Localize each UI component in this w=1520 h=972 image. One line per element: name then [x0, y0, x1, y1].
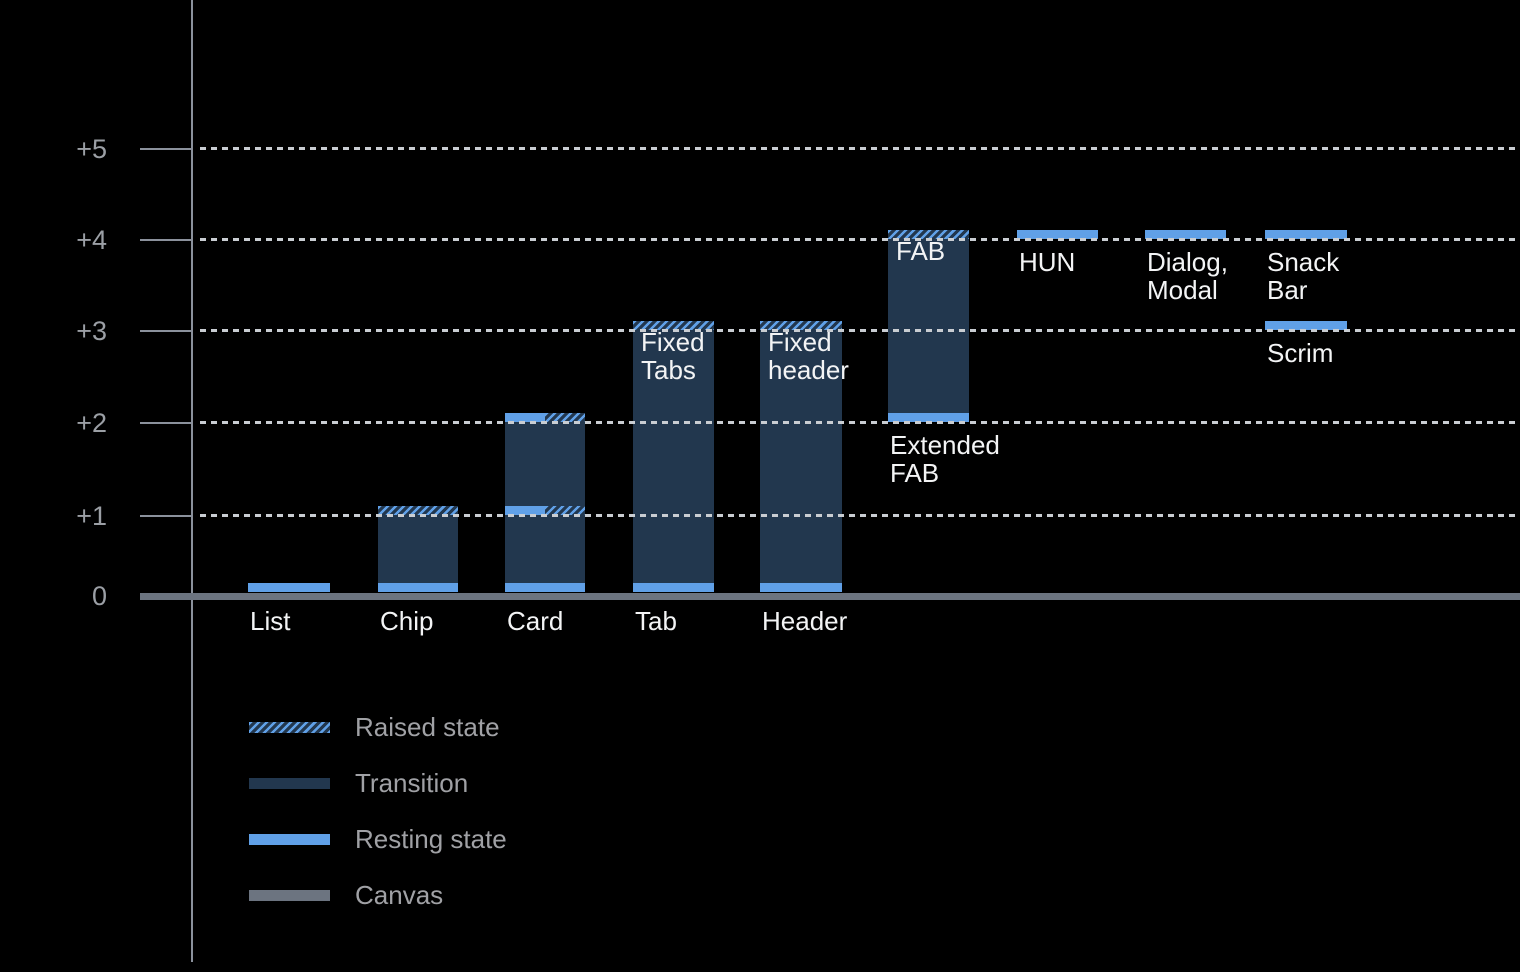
bar-chip-resting-band — [378, 583, 458, 592]
transition-swatch-icon — [249, 777, 330, 789]
canvas-baseline — [140, 593, 1520, 600]
legend-label-canvas: Canvas — [355, 879, 444, 910]
bar-label-snack-bar: Snack Bar — [1267, 247, 1340, 305]
bar-header-transition — [760, 330, 842, 583]
bar-card-resting-half-band — [505, 506, 545, 515]
bar-label-fab: Extended FAB — [890, 430, 1000, 488]
bar-label-hun: HUN — [1019, 247, 1076, 277]
bar-card-resting-half-band — [505, 413, 545, 422]
y-tick-5 — [140, 148, 193, 150]
bar-hun-resting-band — [1017, 230, 1098, 239]
bar-tab-raised-band — [633, 321, 714, 330]
legend-label-raised-state: Raised state — [355, 711, 500, 742]
bar-tab-resting-band — [633, 583, 714, 592]
y-axis-line — [191, 0, 193, 962]
y-tick-1 — [140, 515, 193, 517]
legend-item-canvas: Canvas — [249, 879, 444, 910]
bar-header-resting-band — [760, 583, 842, 592]
bar-label-header: Header — [762, 606, 848, 636]
bar-label-chip: Chip — [380, 606, 434, 636]
legend-item-transition: Transition — [249, 767, 469, 798]
y-tick-4 — [140, 239, 193, 241]
gridline-1 — [200, 514, 1520, 517]
bar-fab-transition — [888, 239, 969, 413]
legend-label-transition: Transition — [355, 767, 469, 798]
bar-fab-resting-band — [888, 413, 969, 422]
gridline-2 — [200, 421, 1520, 424]
y-tick-label-1: +1 — [76, 501, 107, 531]
bar-chip-raised-band — [378, 506, 458, 515]
legend-item-resting-state: Resting state — [249, 823, 507, 854]
canvas-swatch-icon — [249, 889, 330, 901]
bar-dialog-modal-resting-band — [1145, 230, 1226, 239]
bar-snack-bar-resting-band — [1265, 230, 1347, 239]
y-tick-2 — [140, 422, 193, 424]
legend-item-raised-state: Raised state — [249, 711, 500, 742]
bar-scrim-resting-band — [1265, 321, 1347, 330]
gridline-3 — [200, 329, 1520, 332]
y-tick-label-4: +4 — [76, 225, 107, 255]
bar-inner-label-header: Fixed header — [768, 327, 849, 385]
gridline-4 — [200, 238, 1520, 241]
y-tick-label-0: 0 — [91, 581, 107, 611]
bar-label-tab: Tab — [635, 606, 677, 636]
gridline-5 — [200, 147, 1520, 150]
bar-tab-transition — [633, 330, 714, 583]
bar-card-raised-half-band — [545, 413, 585, 422]
raised-state-swatch-icon — [249, 721, 330, 733]
y-tick-label-3: +3 — [76, 316, 107, 346]
resting-state-swatch-icon — [249, 833, 330, 845]
bar-card-raised-half-band — [545, 506, 585, 515]
bar-chip-transition — [378, 515, 458, 583]
bar-inner-label-tab: Fixed Tabs — [641, 327, 705, 385]
bar-label-dialog-modal: Dialog, Modal — [1147, 247, 1228, 305]
y-tick-3 — [140, 330, 193, 332]
bar-fab-raised-band — [888, 230, 969, 239]
bar-card-resting-band — [505, 583, 585, 592]
bar-card-transition — [505, 422, 585, 583]
bar-header-raised-band — [760, 321, 842, 330]
bar-label-scrim: Scrim — [1267, 338, 1334, 368]
bar-label-card: Card — [507, 606, 564, 636]
y-tick-label-5: +5 — [76, 134, 107, 164]
y-tick-label-2: +2 — [76, 408, 107, 438]
bar-inner-label-fab: FAB — [896, 236, 946, 266]
bar-label-list: List — [250, 606, 291, 636]
legend-label-resting-state: Resting state — [355, 823, 507, 854]
bar-list-resting-band — [248, 583, 330, 592]
